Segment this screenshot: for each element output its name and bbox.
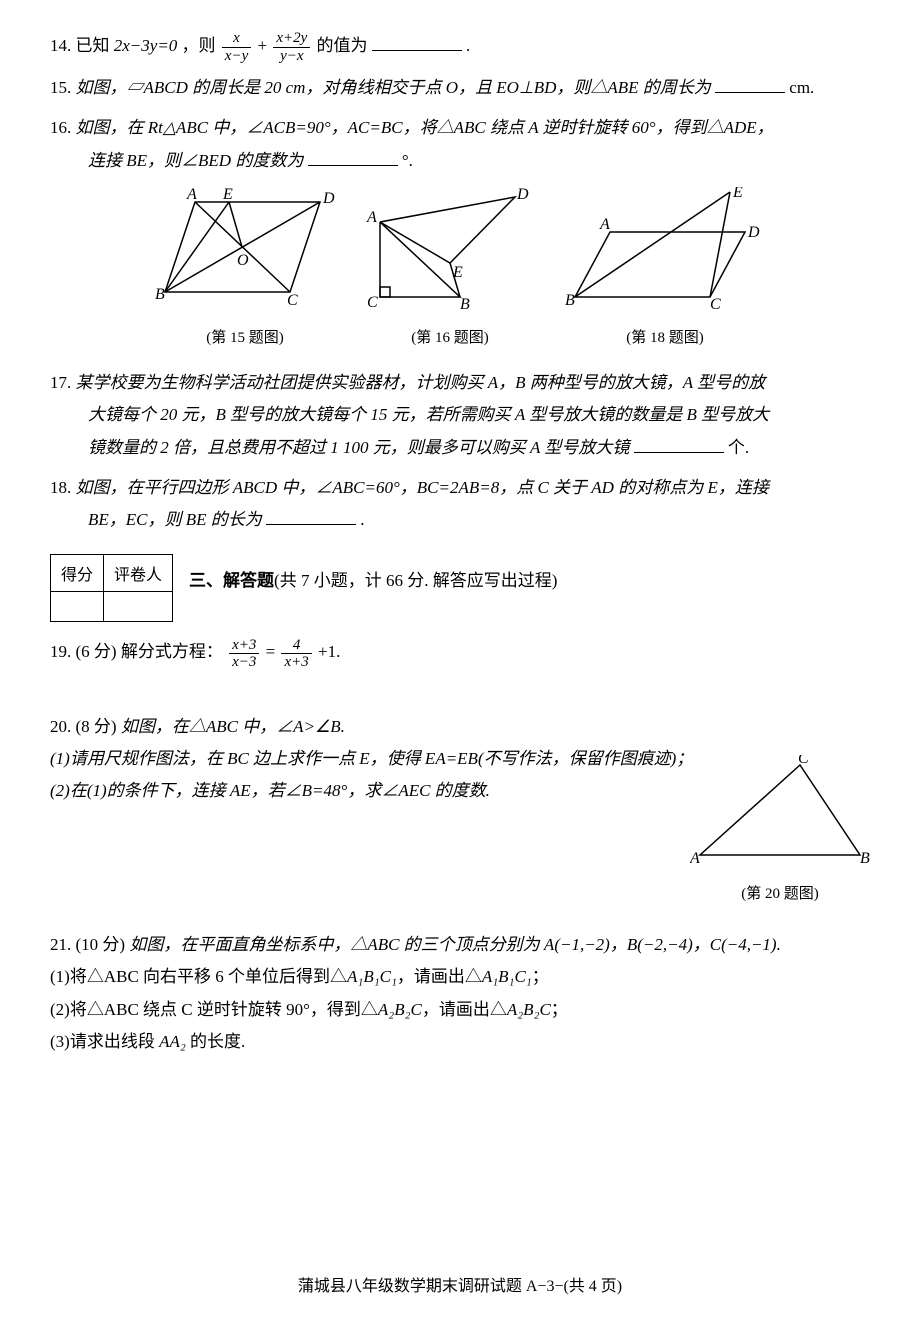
svg-text:A: A bbox=[599, 216, 610, 233]
q17-unit: 个. bbox=[728, 438, 749, 457]
svg-text:B: B bbox=[460, 296, 470, 313]
q14-eq: 2x−3y=0 bbox=[114, 36, 178, 55]
figure-20-caption: (第 20 题图) bbox=[690, 880, 870, 909]
figure-20-svg: A B C bbox=[690, 755, 870, 865]
q15-blank bbox=[715, 76, 785, 93]
q14-plus: + bbox=[257, 36, 267, 55]
q21-p1: (1)将△ABC 向右平移 6 个单位后得到△A₁B₁C₁，请画出△A₁B₁C₁… bbox=[50, 961, 870, 993]
q21-text: 如图，在平面直角坐标系中，△ABC 的三个顶点分别为 A(−1,−2)，B(−2… bbox=[129, 935, 781, 954]
svg-text:E: E bbox=[222, 187, 233, 203]
score-cell-1 bbox=[51, 592, 104, 622]
q19-eq: = bbox=[266, 642, 276, 661]
q20-p2: (2)在(1)的条件下，连接 AE，若∠B=48°，求∠AEC 的度数. bbox=[50, 781, 490, 800]
figure-15: A E D B C O (第 15 题图) bbox=[155, 187, 335, 347]
svg-text:A: A bbox=[690, 850, 700, 865]
svg-text:A: A bbox=[366, 209, 377, 226]
question-20: 20. (8 分) 如图，在△ABC 中，∠A>∠B. (1)请用尺规作图法，在… bbox=[50, 711, 870, 909]
q14-end: . bbox=[466, 36, 470, 55]
q15-text: 如图，▱ABCD 的周长是 20 cm，对角线相交于点 O，且 EO⊥BD，则△… bbox=[76, 78, 711, 97]
figure-16: A C B D E (第 16 题图) bbox=[365, 187, 535, 347]
q16-line1: 如图，在 Rt△ABC 中，∠ACB=90°，AC=BC，将△ABC 绕点 A … bbox=[76, 118, 774, 137]
svg-text:O: O bbox=[237, 252, 249, 269]
q14-num: 14. bbox=[50, 36, 71, 55]
svg-text:C: C bbox=[710, 296, 721, 313]
q17-line1: 某学校要为生物科学活动社团提供实验器材，计划购买 A，B 两种型号的放大镜，A … bbox=[76, 373, 766, 392]
svg-text:E: E bbox=[452, 264, 463, 281]
q14-frac1: x x−y bbox=[222, 30, 251, 64]
q17-line3: 镜数量的 2 倍，且总费用不超过 1 100 元，则最多可以购买 A 型号放大镜 bbox=[88, 438, 629, 457]
figure-16-svg: A C B D E bbox=[365, 187, 535, 317]
q20-num: 20. bbox=[50, 717, 71, 736]
footer-text: 蒲城县八年级数学期末调研试题 A−3−(共 4 页) bbox=[298, 1278, 622, 1295]
q17-line2: 大镜每个 20 元，B 型号的放大镜每个 15 元，若所需购买 A 型号放大镜的… bbox=[88, 405, 769, 424]
q20-p2-row: A B C (第 20 题图) (2)在(1)的条件下，连接 AE，若∠B=48… bbox=[50, 775, 870, 807]
q14-prefix: 已知 bbox=[76, 36, 114, 55]
question-21: 21. (10 分) 如图，在平面直角坐标系中，△ABC 的三个顶点分别为 A(… bbox=[50, 929, 870, 1058]
q20-text: 如图，在△ABC 中，∠A>∠B. bbox=[121, 717, 345, 736]
svg-text:C: C bbox=[367, 294, 378, 311]
figure-16-caption: (第 16 题图) bbox=[365, 326, 535, 347]
svg-text:D: D bbox=[747, 224, 760, 241]
svg-text:E: E bbox=[732, 187, 743, 201]
q14-suffix: 的值为 bbox=[317, 36, 368, 55]
score-table: 得分 评卷人 bbox=[50, 554, 173, 622]
figure-20: A B C (第 20 题图) bbox=[690, 755, 870, 909]
q19-points: (6 分) bbox=[76, 642, 117, 661]
q21-p3: (3)请求出线段 AA₂ 的长度. bbox=[50, 1026, 870, 1058]
q20-points: (8 分) bbox=[76, 717, 117, 736]
figures-row-1: A E D B C O (第 15 题图) A C B D E bbox=[50, 187, 870, 347]
question-14: 14. 已知 2x−3y=0 ，则 x x−y + x+2y y−x 的值为 . bbox=[50, 30, 870, 64]
section-3-header: 得分 评卷人 三、解答题(共 7 小题，计 66 分. 解答应写出过程) bbox=[50, 550, 870, 622]
q16-num: 16. bbox=[50, 118, 71, 137]
q14-blank bbox=[372, 34, 462, 51]
q18-line2: BE，EC，则 BE 的长为 bbox=[88, 510, 262, 529]
question-17: 17. 某学校要为生物科学活动社团提供实验器材，计划购买 A，B 两种型号的放大… bbox=[50, 367, 870, 464]
q18-end: . bbox=[360, 510, 364, 529]
q18-num: 18. bbox=[50, 478, 71, 497]
score-cell-2 bbox=[104, 592, 173, 622]
q19-frac1: x+3 x−3 bbox=[229, 637, 259, 671]
svg-text:C: C bbox=[798, 755, 809, 767]
score-header-1: 得分 bbox=[51, 555, 104, 592]
figure-18-caption: (第 18 题图) bbox=[565, 326, 765, 347]
question-16: 16. 如图，在 Rt△ABC 中，∠ACB=90°，AC=BC，将△ABC 绕… bbox=[50, 112, 870, 177]
svg-text:B: B bbox=[860, 850, 870, 865]
q19-num: 19. bbox=[50, 642, 71, 661]
figure-18: A D B C E (第 18 题图) bbox=[565, 187, 765, 347]
figure-15-caption: (第 15 题图) bbox=[155, 326, 335, 347]
question-19: 19. (6 分) 解分式方程： x+3 x−3 = 4 x+3 +1. bbox=[50, 636, 870, 670]
q15-unit: cm. bbox=[789, 78, 814, 97]
q14-frac2: x+2y y−x bbox=[273, 30, 310, 64]
q17-blank bbox=[634, 436, 724, 453]
q16-blank bbox=[308, 149, 398, 166]
figure-18-svg: A D B C E bbox=[565, 187, 765, 317]
svg-text:A: A bbox=[186, 187, 197, 203]
q16-degree: °. bbox=[402, 151, 413, 170]
q19-plus: +1. bbox=[318, 642, 340, 661]
svg-text:B: B bbox=[155, 286, 165, 303]
score-header-2: 评卷人 bbox=[104, 555, 173, 592]
q14-mid: ，则 bbox=[182, 36, 216, 55]
q17-num: 17. bbox=[50, 373, 71, 392]
q21-p2: (2)将△ABC 绕点 C 逆时针旋转 90°，得到△A₂B₂C，请画出△A₂B… bbox=[50, 994, 870, 1026]
question-15: 15. 如图，▱ABCD 的周长是 20 cm，对角线相交于点 O，且 EO⊥B… bbox=[50, 72, 870, 104]
svg-text:C: C bbox=[287, 292, 298, 309]
figure-15-svg: A E D B C O bbox=[155, 187, 335, 317]
q18-blank bbox=[266, 508, 356, 525]
svg-text:D: D bbox=[516, 187, 529, 203]
q16-line2: 连接 BE，则∠BED 的度数为 bbox=[88, 151, 303, 170]
q18-line1: 如图，在平行四边形 ABCD 中，∠ABC=60°，BC=2AB=8，点 C 关… bbox=[76, 478, 769, 497]
q21-points: (10 分) bbox=[76, 935, 126, 954]
question-18: 18. 如图，在平行四边形 ABCD 中，∠ABC=60°，BC=2AB=8，点… bbox=[50, 472, 870, 537]
section-3-title-bold: 三、解答题 bbox=[189, 571, 274, 590]
q19-frac2: 4 x+3 bbox=[281, 637, 311, 671]
svg-text:D: D bbox=[322, 190, 335, 207]
section-3-title-rest: (共 7 小题，计 66 分. 解答应写出过程) bbox=[274, 571, 557, 590]
q21-num: 21. bbox=[50, 935, 71, 954]
q19-text: 解分式方程： bbox=[121, 642, 223, 661]
page-footer: 蒲城县八年级数学期末调研试题 A−3−(共 4 页) bbox=[0, 1272, 920, 1296]
svg-text:B: B bbox=[565, 292, 575, 309]
q15-num: 15. bbox=[50, 78, 71, 97]
